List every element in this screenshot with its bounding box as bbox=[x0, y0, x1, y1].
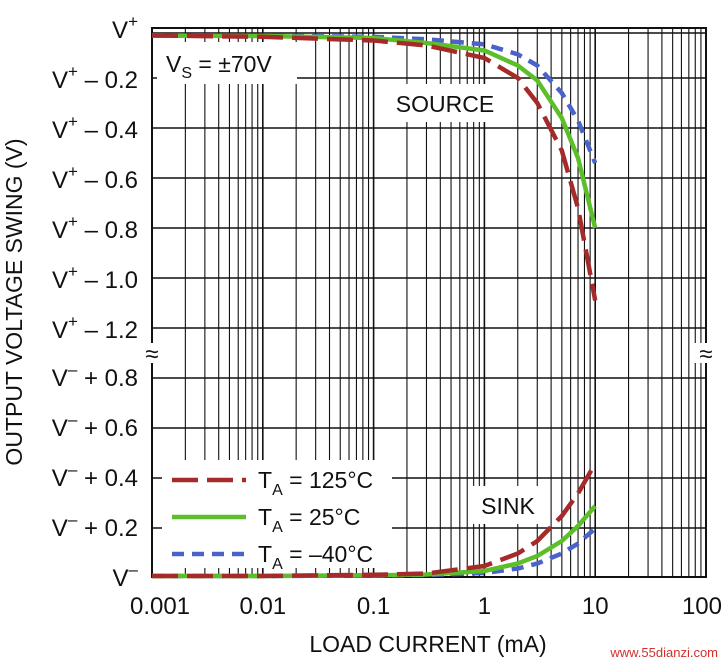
x-tick-label-2: 0.1 bbox=[357, 593, 390, 620]
y-tick-label-bottom-4: V– bbox=[113, 560, 139, 592]
y-tick-label-bottom-1: V– + 0.6 bbox=[52, 410, 138, 442]
supply-annotation-text: VS = ±70V bbox=[166, 51, 272, 82]
y-tick-labels: V+ V+ – 0.2 V+ – 0.4 V+ – 0.6 V+ – 0.8 V+ – 1… bbox=[52, 12, 139, 592]
y-tick-label-top-4: V+ – 0.8 bbox=[52, 212, 138, 244]
break-gap-left bbox=[140, 343, 164, 363]
legend-box bbox=[162, 460, 392, 568]
x-tick-labels: 0.001 0.01 0.1 1 10 100 bbox=[130, 593, 722, 620]
source-label-bg bbox=[389, 84, 501, 122]
y-tick-label-bottom-3: V– + 0.2 bbox=[52, 510, 138, 542]
x-tick-label-4: 10 bbox=[582, 593, 609, 620]
series-sink-25 bbox=[152, 504, 597, 579]
sink-label-bg bbox=[470, 486, 544, 524]
x-tick-label-5: 100 bbox=[682, 593, 722, 620]
series-sink-125 bbox=[152, 462, 598, 579]
y-tick-label-top-0: V+ bbox=[112, 12, 138, 44]
watermark: www.55dianzi.com bbox=[609, 645, 718, 660]
series-group bbox=[151, 33, 598, 579]
series-source-125 bbox=[151, 33, 598, 301]
source-label: SOURCE bbox=[396, 91, 494, 117]
y-tick-label-top-2: V+ – 0.4 bbox=[52, 112, 138, 144]
legend-label-1: TA = 25°C bbox=[258, 504, 360, 536]
y-tick-label-top-5: V+ – 1.0 bbox=[52, 262, 138, 294]
legend-label-2: TA = –40°C bbox=[258, 541, 373, 573]
axis-break-left: ≈ bbox=[145, 341, 158, 368]
axis-breaks: ≈ ≈ bbox=[140, 341, 718, 368]
y-tick-label-bottom-2: V– + 0.4 bbox=[52, 460, 138, 492]
y-tick-label-bottom-0: V– + 0.8 bbox=[52, 360, 138, 392]
x-tick-label-1: 0.01 bbox=[239, 593, 286, 620]
y-tick-label-top-6: V+ – 1.2 bbox=[52, 312, 138, 344]
y-tick-label-top-1: V+ – 0.2 bbox=[52, 62, 138, 94]
break-gap-right bbox=[694, 343, 718, 363]
source-label-group: SOURCE bbox=[389, 84, 501, 122]
y-axis-title: OUTPUT VOLTAGE SWING (V) bbox=[1, 138, 27, 465]
x-tick-label-0: 0.001 bbox=[130, 593, 190, 620]
sink-label-group: SINK bbox=[470, 486, 544, 524]
legend: TA = 125°C TA = 25°C TA = –40°C bbox=[162, 460, 392, 573]
series-source-25 bbox=[151, 33, 598, 229]
axis-break-right: ≈ bbox=[699, 341, 712, 368]
supply-annotation-box bbox=[157, 42, 297, 84]
x-tick-label-3: 1 bbox=[478, 593, 491, 620]
x-axis-title: LOAD CURRENT (mA) bbox=[309, 631, 546, 657]
legend-label-0: TA = 125°C bbox=[258, 467, 373, 499]
y-tick-label-top-3: V+ – 0.6 bbox=[52, 162, 138, 194]
sink-label: SINK bbox=[481, 493, 535, 519]
supply-annotation: VS = ±70V bbox=[157, 42, 297, 84]
